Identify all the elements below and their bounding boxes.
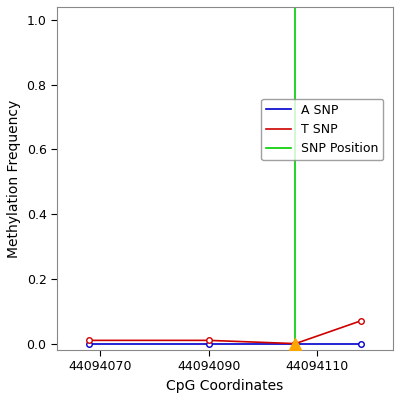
T SNP bbox=[87, 338, 92, 343]
A SNP bbox=[206, 341, 211, 346]
Line: A SNP: A SNP bbox=[87, 341, 363, 346]
T SNP bbox=[358, 318, 363, 323]
Y-axis label: Methylation Frequency: Methylation Frequency bbox=[7, 99, 21, 258]
X-axis label: CpG Coordinates: CpG Coordinates bbox=[166, 379, 284, 393]
T SNP bbox=[206, 338, 211, 343]
A SNP bbox=[293, 341, 298, 346]
A SNP bbox=[358, 341, 363, 346]
A SNP bbox=[87, 341, 92, 346]
T SNP bbox=[293, 341, 298, 346]
Legend: A SNP, T SNP, SNP Position: A SNP, T SNP, SNP Position bbox=[261, 99, 384, 160]
Line: T SNP: T SNP bbox=[87, 318, 363, 346]
